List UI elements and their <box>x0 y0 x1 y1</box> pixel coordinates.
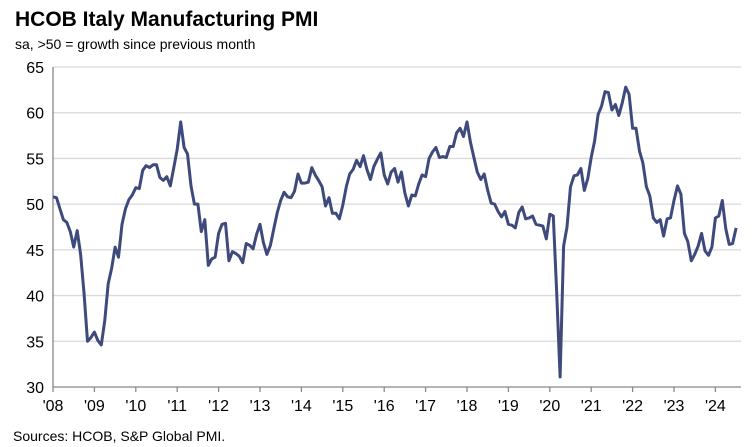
x-tick-label: '08 <box>43 398 64 415</box>
chart-title: HCOB Italy Manufacturing PMI <box>15 8 319 31</box>
x-tick-label: '22 <box>622 398 643 415</box>
x-tick-label: '12 <box>208 398 229 415</box>
y-tick-label: 65 <box>26 60 44 77</box>
x-tick-label: '17 <box>415 398 436 415</box>
x-tick-label: '15 <box>332 398 353 415</box>
x-tick-label: '11 <box>167 398 187 415</box>
y-tick-label: 45 <box>26 243 44 260</box>
x-tick-label: '19 <box>498 398 519 415</box>
y-tick-label: 30 <box>26 380 44 397</box>
y-tick-label: 50 <box>26 197 44 214</box>
x-tick-label: '23 <box>664 398 685 415</box>
y-tick-label: 35 <box>26 334 44 351</box>
y-tick-label: 60 <box>26 106 44 123</box>
x-tick-label: '14 <box>291 398 312 415</box>
y-tick-label: 55 <box>26 151 44 168</box>
pmi-series-line <box>52 85 738 379</box>
chart-subtitle: sa, >50 = growth since previous month <box>15 36 256 52</box>
x-tick-label: '21 <box>581 398 602 415</box>
chart-source: Sources: HCOB, S&P Global PMI. <box>13 428 226 444</box>
x-tick-label: '18 <box>457 398 478 415</box>
y-tick-label: 40 <box>26 289 44 306</box>
x-tick-label: '13 <box>250 398 271 415</box>
x-tick-label: '24 <box>705 398 726 415</box>
x-tick-label: '10 <box>125 398 146 415</box>
x-tick-label: '20 <box>539 398 560 415</box>
x-tick-label: '09 <box>84 398 105 415</box>
x-tick-label: '16 <box>374 398 395 415</box>
